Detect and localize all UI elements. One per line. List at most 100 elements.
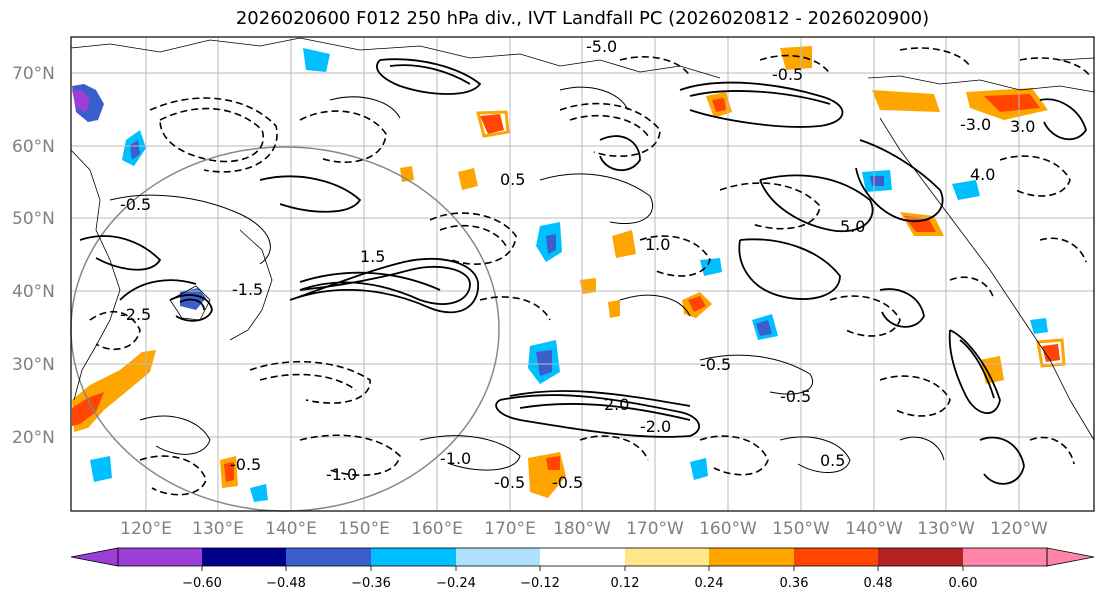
shade-patch [984, 94, 1040, 112]
shade-patch [224, 462, 234, 482]
lon-label: 130°W [917, 519, 975, 539]
colorbar-tick-label: −0.24 [436, 576, 476, 591]
lat-label: 70°N [12, 64, 55, 84]
lon-label: 150°E [338, 519, 390, 539]
lat-label: 40°N [12, 282, 55, 302]
contour-label: 2.0 [604, 395, 629, 414]
shading-layer [72, 46, 1066, 502]
shade-patch [608, 300, 620, 318]
contour-label: -3.0 [960, 115, 991, 134]
longitude-labels: 120°E 130°E 140°E 150°E 160°E 170°E 180°… [120, 519, 1048, 539]
colorbar-segment [878, 548, 963, 566]
lon-label: 140°W [845, 519, 903, 539]
colorbar-tick-label: 0.24 [695, 576, 724, 591]
contour-label: -0.5 [780, 387, 811, 406]
contour-label: 1.0 [645, 235, 670, 254]
colorbar-tick-label: −0.60 [182, 576, 222, 591]
contour-label: 0.5 [500, 170, 525, 189]
shade-patch [303, 48, 330, 72]
contour-label: 0.5 [820, 451, 845, 470]
colorbar-tick-label: 0.60 [949, 576, 978, 591]
colorbar-tick-label: 0.36 [780, 576, 809, 591]
colorbar-tick-label: 0.48 [864, 576, 893, 591]
shade-patch [1030, 318, 1048, 334]
contour-label: -2.5 [120, 305, 151, 324]
map-title: 2026020600 F012 250 hPa div., IVT Landfa… [235, 8, 930, 29]
shade-patch [756, 320, 772, 336]
lat-label: 20°N [12, 428, 55, 448]
colorbar-segment [456, 548, 540, 566]
colorbar-segment [540, 548, 625, 566]
shade-patch [952, 180, 980, 200]
contour-label: -0.5 [230, 455, 261, 474]
colorbar-tick-label: −0.48 [266, 576, 306, 591]
solid-contours [79, 58, 1087, 485]
contour-label: -0.5 [552, 473, 583, 492]
contour-label: -0.5 [772, 65, 803, 84]
lon-label: 180°W [553, 519, 611, 539]
shade-patch [480, 114, 504, 134]
contour-label: -5.0 [586, 37, 617, 56]
lon-label: 170°E [484, 519, 536, 539]
coastlines [70, 37, 1095, 441]
lon-label: 150°W [772, 519, 830, 539]
shade-patch [72, 392, 104, 426]
triangle-right-icon [1046, 547, 1095, 567]
colorbar-segment [202, 548, 286, 566]
shade-patch [580, 278, 596, 294]
colorbar-segment [371, 548, 456, 566]
contour-label: 5.0 [840, 217, 865, 236]
shade-patch [90, 456, 112, 482]
contour-label: 3.0 [1010, 117, 1035, 136]
contour-label: -0.5 [120, 195, 151, 214]
dashed-contours [89, 47, 1091, 496]
map-frame [70, 36, 1095, 512]
lon-label: 120°W [990, 519, 1048, 539]
colorbar-tick-label: −0.36 [351, 576, 391, 591]
contour-label: -2.0 [640, 417, 671, 436]
contour-label: -1.5 [232, 280, 263, 299]
shade-patch [72, 90, 90, 112]
thin-contours [109, 86, 945, 474]
lat-label: 60°N [12, 137, 55, 157]
shade-patch [250, 484, 268, 502]
shade-patch [1042, 344, 1060, 362]
colorbar-segment [794, 548, 878, 566]
shade-patch [536, 350, 552, 376]
shade-patch [458, 168, 478, 190]
contour-label: -0.5 [494, 473, 525, 492]
lon-label: 130°E [192, 519, 244, 539]
contour-labels: -0.5 0.5 1.0 -1.0 1.5 -1.5 2.0 -2.0 -2.5… [120, 37, 1035, 492]
lon-label: 170°W [626, 519, 684, 539]
shade-patch [872, 90, 940, 112]
colorbar-segment [118, 548, 202, 566]
colorbar-segment [709, 548, 794, 566]
colorbar-segment [625, 548, 709, 566]
shade-patch [612, 230, 636, 258]
shade-patch [690, 458, 708, 480]
shade-patch [688, 296, 706, 312]
colorbar: −0.60 −0.48 −0.36 −0.24 −0.12 0.12 0.24 … [70, 547, 1095, 591]
lat-label: 30°N [12, 355, 55, 375]
contour-label: 4.0 [970, 165, 995, 184]
colorbar-segment [963, 548, 1047, 566]
latitude-labels: 70°N 60°N 50°N 40°N 30°N 20°N [12, 64, 55, 448]
shade-patch [780, 46, 812, 70]
shade-patch [870, 176, 884, 186]
shade-patch [546, 234, 556, 254]
shade-patch [712, 98, 726, 112]
contour-label: 1.5 [360, 247, 385, 266]
triangle-left-icon [70, 547, 119, 567]
contour-label: -0.5 [700, 355, 731, 374]
shade-patch [546, 456, 560, 470]
lon-label: 160°W [699, 519, 757, 539]
lon-label: 160°E [411, 519, 463, 539]
lon-label: 120°E [120, 519, 172, 539]
lon-label: 140°E [265, 519, 317, 539]
contour-label: -1.0 [440, 449, 471, 468]
contour-label: -1.0 [326, 465, 357, 484]
colorbar-segment [286, 548, 371, 566]
shade-patch [700, 258, 722, 276]
colorbar-tick-label: 0.12 [611, 576, 640, 591]
